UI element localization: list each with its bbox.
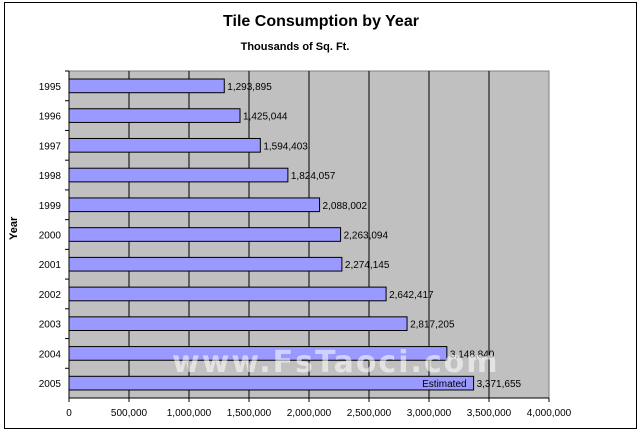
x-tick-label: 500,000 bbox=[111, 408, 148, 419]
x-tick-label: 1,500,000 bbox=[227, 408, 272, 419]
y-category-label: 1999 bbox=[39, 201, 62, 212]
x-tick-label: 2,500,000 bbox=[347, 408, 392, 419]
bar bbox=[68, 137, 261, 153]
bar-value-label: 1,824,057 bbox=[291, 171, 336, 182]
bar-value-label: 2,088,002 bbox=[323, 201, 368, 212]
bar bbox=[68, 375, 475, 391]
bar bbox=[68, 256, 343, 272]
bar-value-label: 3,371,655 bbox=[477, 379, 522, 390]
y-category-label: 2003 bbox=[39, 320, 62, 331]
bar bbox=[68, 197, 321, 213]
bar-value-label: 1,594,403 bbox=[263, 141, 308, 152]
x-tick-label: 4,000,000 bbox=[527, 408, 572, 419]
y-category-label: 1996 bbox=[39, 112, 62, 123]
bar bbox=[68, 78, 225, 94]
bar-annotation: Estimated bbox=[422, 379, 466, 390]
y-category-label: 2000 bbox=[39, 231, 62, 242]
bar-value-label: 2,274,145 bbox=[345, 260, 390, 271]
bar-value-label: 2,642,417 bbox=[389, 290, 434, 301]
x-tick-label: 0 bbox=[66, 408, 72, 419]
chart-title: Tile Consumption by Year bbox=[223, 13, 419, 30]
x-tick-label: 3,000,000 bbox=[407, 408, 452, 419]
y-category-label: 2004 bbox=[39, 349, 62, 360]
bar-value-label: 2,263,094 bbox=[344, 231, 389, 242]
watermark-text: www.FsTaoci.com bbox=[172, 345, 500, 380]
y-category-label: 1997 bbox=[39, 141, 62, 152]
y-category-label: 1998 bbox=[39, 171, 62, 182]
bar bbox=[68, 346, 448, 361]
bar bbox=[68, 227, 342, 242]
bar-value-label: 3,148,840 bbox=[450, 349, 495, 360]
x-tick-label: 3,500,000 bbox=[467, 408, 512, 419]
y-category-label: 1995 bbox=[39, 82, 62, 93]
bar bbox=[68, 167, 289, 183]
bar bbox=[68, 286, 387, 302]
y-category-label: 2001 bbox=[39, 260, 62, 271]
chart-subtitle: Thousands of Sq. Ft. bbox=[240, 41, 350, 53]
bar-value-label: 1,293,895 bbox=[227, 82, 272, 93]
bar-value-label: 2,817,205 bbox=[410, 320, 455, 331]
y-category-label: 2002 bbox=[39, 290, 62, 301]
bar bbox=[68, 316, 408, 332]
bar-value-label: 1,425,044 bbox=[243, 112, 288, 123]
bar bbox=[68, 108, 241, 123]
x-tick-label: 2,000,000 bbox=[287, 408, 332, 419]
y-category-label: 2005 bbox=[39, 379, 62, 390]
x-tick-label: 1,000,000 bbox=[167, 408, 212, 419]
